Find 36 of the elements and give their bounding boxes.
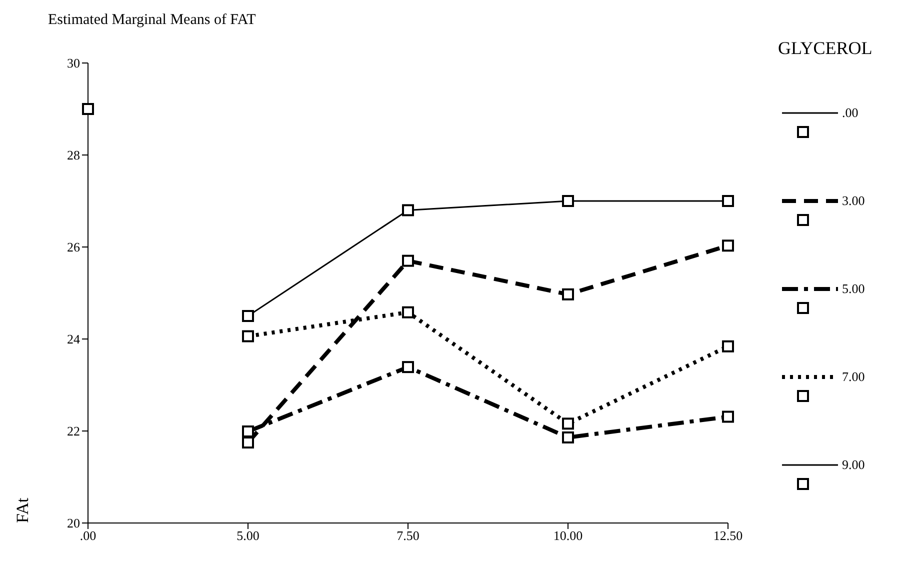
y-tick-label: 22	[67, 424, 80, 439]
point	[402, 204, 414, 216]
legend-title: GLYCEROL	[778, 38, 874, 59]
point	[402, 361, 414, 374]
legend-label: .00	[842, 105, 858, 121]
x-tick-label: 12.50	[713, 528, 743, 544]
point	[402, 254, 414, 267]
y-axis-title: FAt	[13, 498, 32, 523]
point	[242, 425, 254, 438]
point	[722, 240, 734, 252]
legend-label: 3.00	[842, 193, 865, 209]
legend-label: 9.00	[842, 457, 865, 473]
y-tick-label: 28	[67, 148, 80, 163]
point	[722, 410, 734, 423]
point	[722, 340, 734, 352]
point	[242, 310, 254, 322]
point	[402, 306, 414, 318]
point	[562, 431, 574, 444]
legend-label: 7.00	[842, 369, 865, 385]
point	[562, 195, 574, 207]
x-tick-label: 5.00	[236, 528, 260, 544]
chart-title: Estimated Marginal Means of FAT	[48, 12, 256, 29]
y-tick-label: 24	[67, 332, 80, 347]
y-tick-label: 20	[67, 516, 80, 531]
point	[82, 103, 94, 115]
y-tick-label: 30	[67, 56, 80, 71]
point	[722, 195, 734, 207]
x-tick-label: 10.00	[553, 528, 583, 544]
point	[242, 436, 254, 448]
y-tick-label: 26	[67, 240, 80, 255]
point	[562, 418, 574, 430]
point	[562, 288, 574, 300]
x-tick-label: 7.50	[396, 528, 420, 544]
legend-label: 5.00	[842, 281, 865, 297]
point	[242, 330, 254, 342]
x-tick-label: .00	[80, 528, 96, 544]
